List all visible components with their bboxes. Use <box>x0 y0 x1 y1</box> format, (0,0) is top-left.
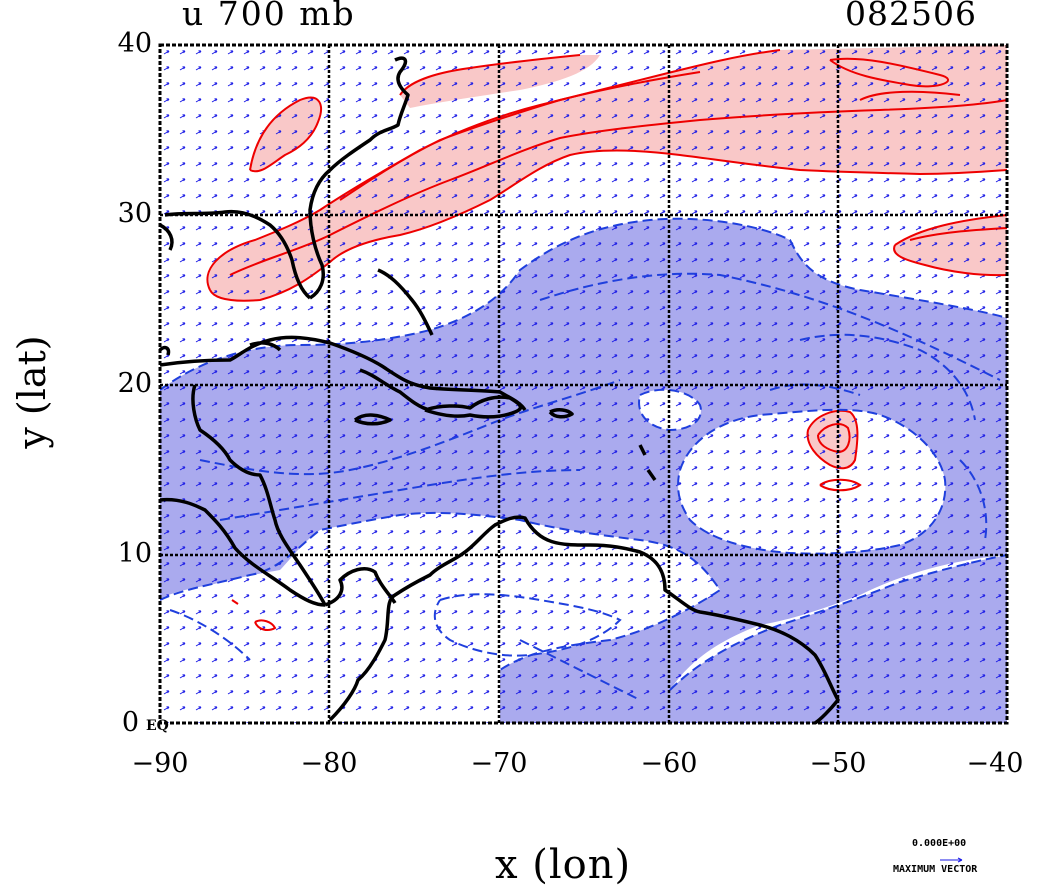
negative-contours <box>160 217 1007 701</box>
lat-lon-grid <box>160 45 1007 723</box>
coastlines <box>158 56 840 725</box>
x-tick-label: −90 <box>131 748 189 779</box>
x-tick-label: −40 <box>966 748 1024 779</box>
y-tick-label: 20 <box>117 368 152 399</box>
positive-contours <box>206 49 1007 631</box>
max-vector-value: 0.000E+00 <box>912 838 967 849</box>
map-date: 082506 <box>845 0 977 33</box>
max-vector-label: MAXIMUM VECTOR <box>893 864 978 875</box>
x-tick-label: −70 <box>470 748 528 779</box>
x-axis-label: x (lon) <box>495 842 632 888</box>
x-tick-label: −50 <box>809 748 867 779</box>
y-tick-label: 40 <box>117 28 152 59</box>
y-tick-label: 0 <box>121 707 139 738</box>
equator-label: EQ <box>146 718 169 734</box>
y-tick-label: 10 <box>117 538 152 569</box>
x-tick-label: −60 <box>640 748 698 779</box>
plot-frame <box>158 43 1009 725</box>
map-title: u 700 mb <box>182 0 356 33</box>
x-tick-label: −80 <box>300 748 358 779</box>
y-tick-label: 30 <box>117 198 152 229</box>
y-axis-label: y (lat) <box>10 335 54 449</box>
